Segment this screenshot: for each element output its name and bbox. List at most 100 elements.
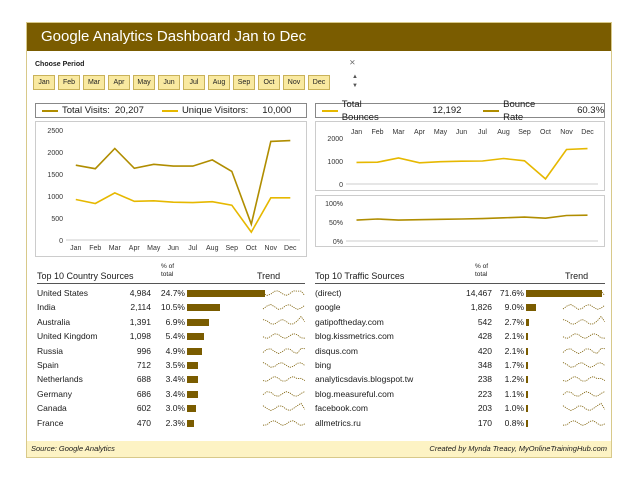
x-tick-label: Dec — [284, 245, 297, 252]
chevron-down-icon[interactable]: ▼ — [352, 83, 358, 89]
traffic-row: facebook.com 203 1.0% — [315, 401, 607, 415]
month-button-nov[interactable]: Nov — [283, 75, 305, 90]
traffic-visits: 420 — [477, 345, 492, 356]
y-tick-label: 0% — [333, 239, 343, 246]
country-row: Spain 712 3.5% — [37, 358, 307, 372]
x-tick-label: Jun — [456, 129, 467, 136]
x-tick-label: Feb — [371, 129, 383, 136]
month-button-may[interactable]: May — [133, 75, 155, 90]
traffic-trend-sparkline — [562, 362, 606, 368]
clear-filter-icon[interactable]: ⨯ — [349, 58, 356, 67]
country-trend-sparkline — [262, 376, 306, 383]
bounce-rate-chart: 0% 50% 100% — [315, 195, 605, 247]
country-row: Germany 686 3.4% — [37, 387, 307, 401]
y-tick-label: 500 — [51, 216, 63, 223]
country-pct: 2.3% — [165, 417, 185, 428]
month-button-aug[interactable]: Aug — [208, 75, 230, 90]
traffic-name: blog.kissmetrics.com — [315, 331, 394, 342]
traffic-pct: 2.7% — [504, 316, 524, 327]
total-visits-value: 20,207 — [114, 105, 144, 116]
month-button-feb[interactable]: Feb — [58, 75, 80, 90]
total-visits-label: Total Visits: — [62, 105, 110, 116]
country-trend-sparkline — [262, 290, 306, 296]
country-name: Australia — [37, 316, 71, 327]
chevron-up-icon[interactable]: ▲ — [352, 74, 358, 80]
month-button-sep[interactable]: Sep — [233, 75, 255, 90]
x-tick-label: Aug — [206, 245, 219, 252]
series-line-total-visits — [75, 139, 291, 227]
traffic-name: google — [315, 302, 341, 313]
x-tick-label: Jan — [351, 129, 362, 136]
traffic-trend-sparkline — [562, 290, 606, 296]
country-name: France — [37, 417, 64, 428]
country-share-bar — [187, 304, 221, 312]
country-visits: 688 — [136, 374, 151, 385]
traffic-row: google 1,826 9.0% — [315, 300, 607, 314]
country-trend-sparkline — [262, 315, 306, 325]
slicer-scroll[interactable]: ▲ ▼ — [351, 73, 359, 91]
country-pct: 3.4% — [165, 374, 185, 385]
traffic-visits: 1,826 — [470, 302, 492, 313]
country-header-rule — [37, 283, 305, 284]
traffic-pct: 2.1% — [504, 345, 524, 356]
month-button-jun[interactable]: Jun — [158, 75, 180, 90]
country-share-bar — [187, 405, 197, 413]
x-tick-label: Jul — [188, 245, 197, 252]
bounce-rate-label: Bounce Rate — [503, 98, 536, 123]
country-name: United States — [37, 288, 89, 298]
month-slicer: Jan Feb Mar Apr May Jun Jul Aug Sep Oct Nov Dec — [33, 75, 330, 90]
country-trend-sparkline — [262, 402, 306, 412]
series-line-total-bounces — [356, 147, 588, 181]
x-tick-label: Apr — [129, 245, 141, 252]
traffic-trend-sparkline — [562, 390, 605, 397]
country-pct-header-line1: % of — [161, 263, 175, 270]
month-button-jul[interactable]: Jul — [183, 75, 205, 90]
dashboard-frame: Google Analytics Dashboard Jan to Dec Ch… — [26, 22, 612, 458]
traffic-trend-sparkline — [562, 304, 606, 311]
month-button-jan[interactable]: Jan — [33, 75, 55, 90]
country-visits: 1,391 — [129, 316, 151, 327]
traffic-visits: 170 — [477, 417, 492, 428]
traffic-pct: 1.2% — [504, 374, 524, 385]
traffic-pct: 1.7% — [504, 359, 524, 370]
y-tick-label: 1000 — [327, 159, 343, 166]
y-tick-label: 2500 — [47, 128, 63, 135]
bounces-chart: 0 1000 2000 Jan Feb Mar Apr May Jun Jul Aug Sep Oct N… — [315, 121, 605, 191]
x-tick-label: Apr — [414, 129, 426, 136]
series-line-unique-visitors — [75, 192, 291, 234]
traffic-row: blog.measureful.com 223 1.1% — [315, 387, 607, 401]
unique-visitors-label: Unique Visitors: — [181, 105, 249, 116]
traffic-visits: 238 — [477, 374, 492, 385]
traffic-name: allmetrics.ru — [315, 417, 361, 428]
traffic-row: gatipoftheday.com 542 2.7% — [315, 315, 607, 329]
x-tick-label: Oct — [540, 129, 551, 136]
traffic-pct: 71.6% — [499, 288, 524, 298]
month-button-oct[interactable]: Oct — [258, 75, 280, 90]
y-tick-label: 2000 — [327, 136, 343, 143]
total-bounces-swatch — [322, 109, 338, 112]
x-tick-label: Nov — [560, 129, 573, 136]
month-button-mar[interactable]: Mar — [83, 75, 105, 90]
country-name: India — [37, 302, 56, 313]
footer-credit: Created by Mynda Treacy, MyOnlineTrainin… — [429, 444, 607, 453]
country-pct: 24.7% — [160, 288, 185, 298]
month-button-apr[interactable]: Apr — [108, 75, 130, 90]
country-share-bar — [187, 361, 199, 369]
traffic-share-bar — [526, 318, 529, 326]
country-pct: 3.0% — [165, 403, 185, 414]
x-tick-label: Mar — [392, 129, 405, 136]
country-pct-header-line2: total — [161, 271, 174, 278]
country-row: Russia 996 4.9% — [37, 344, 307, 358]
traffic-row: (direct) 14,467 71.6% — [315, 286, 607, 300]
x-tick-label: Sep — [226, 245, 239, 252]
x-tick-label: Jul — [478, 129, 487, 136]
bounce-rate-swatch — [483, 109, 500, 112]
traffic-share-bar — [526, 361, 528, 369]
country-pct-header: % of total — [161, 263, 174, 279]
traffic-pct-header-line2: total — [475, 271, 488, 278]
country-row: India 2,114 10.5% — [37, 300, 307, 314]
traffic-name: (direct) — [315, 288, 342, 298]
month-button-dec[interactable]: Dec — [308, 75, 330, 90]
traffic-trend-sparkline — [562, 333, 605, 340]
country-name: Canada — [37, 403, 67, 414]
